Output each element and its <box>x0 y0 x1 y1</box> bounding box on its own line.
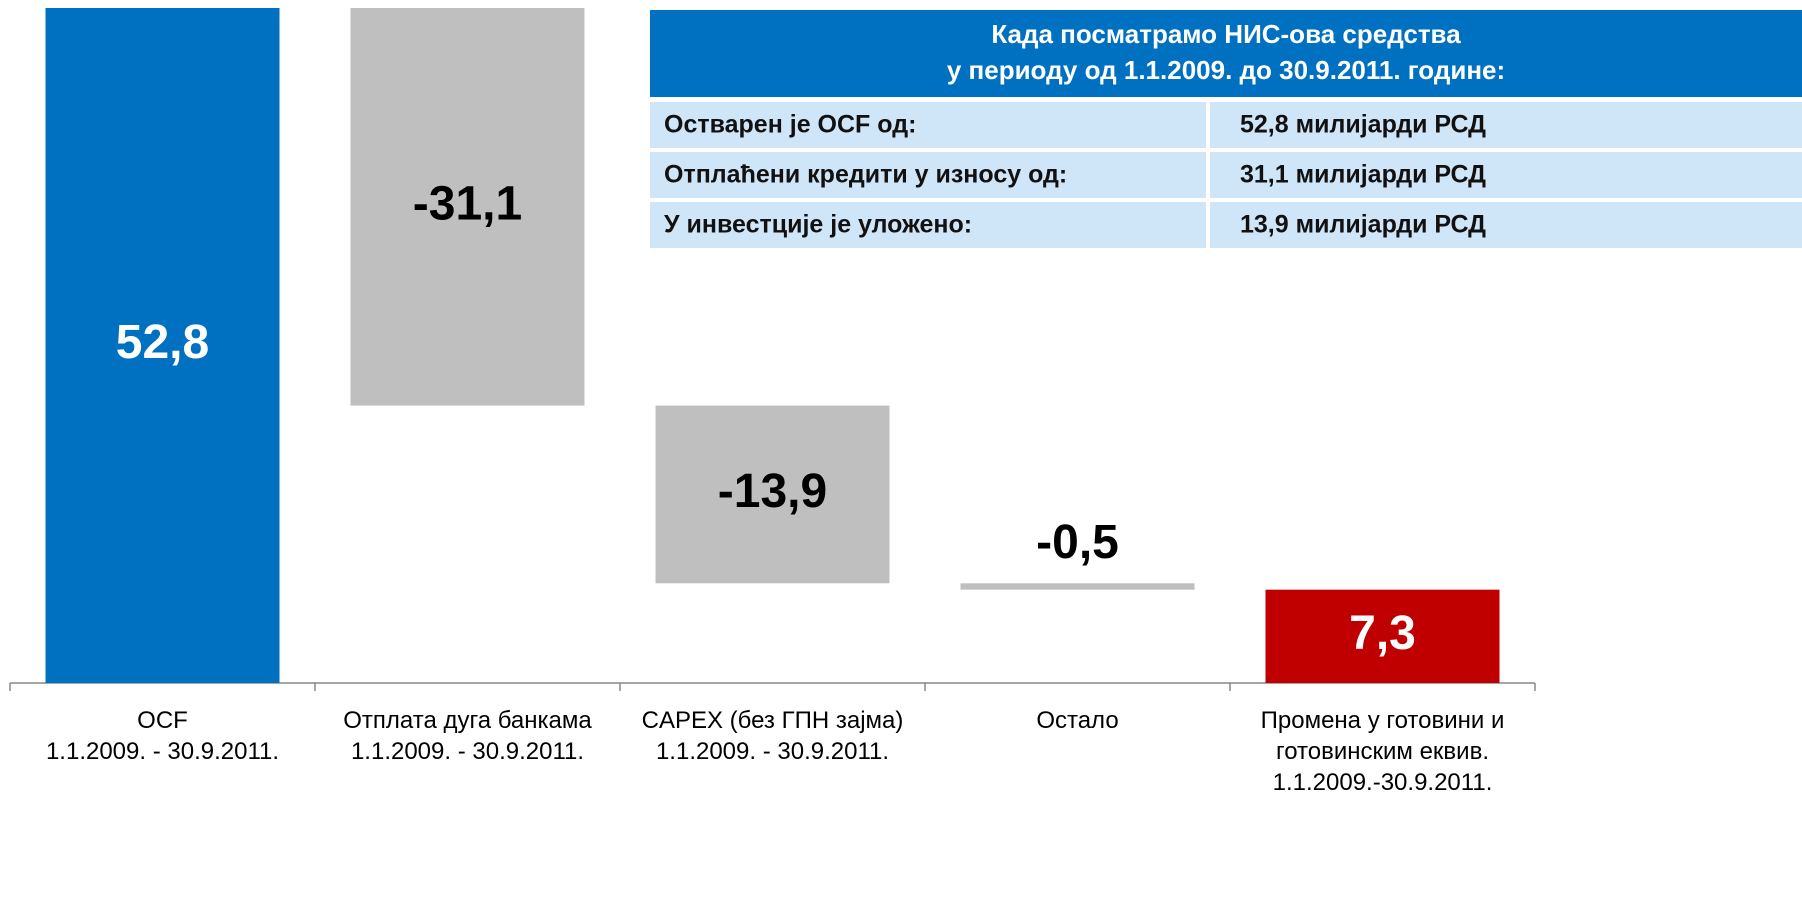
table-title: Када посматрамо НИС-ова средства <box>991 19 1461 49</box>
x-tick-label-line: 1.1.2009.-30.9.2011. <box>1273 769 1493 796</box>
table-label: Остварен је OCF од: <box>664 111 916 139</box>
value-label: -31,1 <box>413 177 522 230</box>
value-label: 7,3 <box>1349 607 1416 660</box>
x-tick-label-line: 1.1.2009. - 30.9.2011. <box>351 738 584 765</box>
x-tick-label: Остало <box>1036 707 1118 734</box>
x-tick-label-line: готовинским еквив. <box>1276 738 1489 765</box>
table-cell <box>1210 202 1802 248</box>
table-label: Отплаћени кредити у износу од: <box>664 161 1067 189</box>
bar <box>1265 589 1500 683</box>
x-tick-label-line: Отплата дуга банкама <box>343 707 592 734</box>
value-label: 52,8 <box>116 316 209 369</box>
table-cell <box>650 202 1206 248</box>
x-tick-label: Промена у готовини и готовинским еквив. 1.… <box>1261 707 1505 796</box>
table-cell <box>650 102 1206 148</box>
x-tick-label: OCF 1.1.2009. - 30.9.2011. <box>46 707 279 765</box>
table-cell <box>1210 102 1802 148</box>
table-title: у периоду од 1.1.2009. до 30.9.2011. год… <box>947 55 1505 85</box>
x-tick-label-line: OCF <box>137 707 188 734</box>
x-tick-label: Отплата дуга банкама 1.1.2009. - 30.9.201… <box>343 707 592 765</box>
table-label: У инвестције је уложено: <box>664 211 972 239</box>
x-tick-label: CAPEX (без ГПН зајма) 1.1.2009. - 30.9.20… <box>642 707 904 765</box>
value-label: -0,5 <box>1036 516 1119 569</box>
table-value: 13,9 милијарди РСД <box>1240 211 1486 239</box>
x-tick-label-line: Промена у готовини и <box>1261 707 1505 734</box>
x-tick-label-line: Остало <box>1036 707 1118 734</box>
x-tick-label-line: 1.1.2009. - 30.9.2011. <box>656 738 889 765</box>
bar <box>960 583 1195 590</box>
table-cell <box>1210 152 1802 198</box>
value-label: -13,9 <box>718 465 827 518</box>
x-tick-label-line: CAPEX (без ГПН зајма) <box>642 707 904 734</box>
table-cell <box>650 152 1206 198</box>
table-header <box>650 10 1802 97</box>
x-tick-label-line: 1.1.2009. - 30.9.2011. <box>46 738 279 765</box>
bar <box>655 405 890 584</box>
bar <box>45 8 280 683</box>
table-value: 31,1 милијарди РСД <box>1240 161 1486 189</box>
bar <box>350 8 585 406</box>
table-value: 52,8 милијарди РСД <box>1240 111 1486 139</box>
